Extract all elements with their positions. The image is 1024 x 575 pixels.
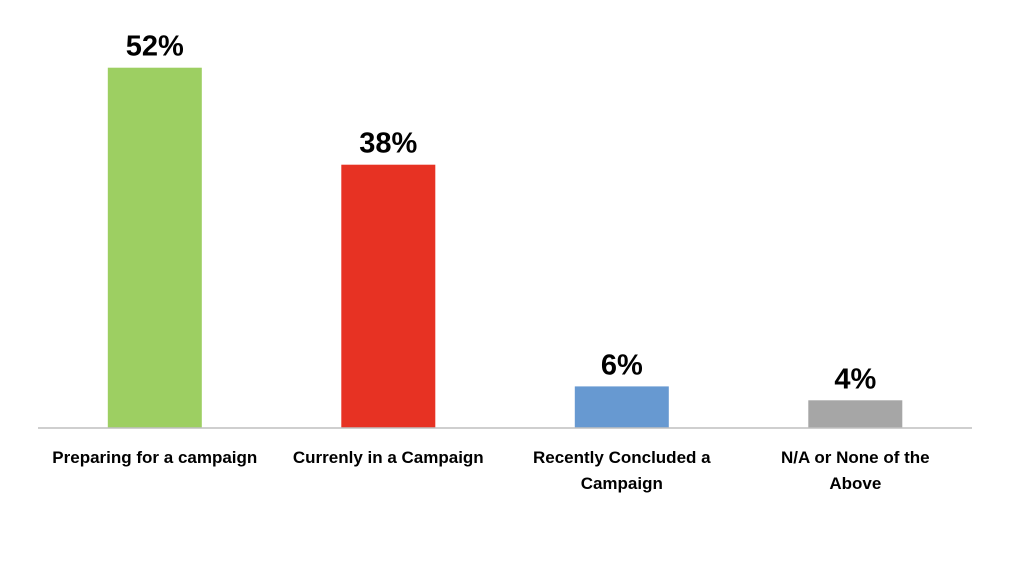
- tick-labels-layer: Preparing for a campaign Currenly in a Ca…: [52, 448, 929, 493]
- category-label-2: Recently Concluded a Campaign: [533, 448, 711, 493]
- bar-2: [574, 386, 669, 428]
- bar-0: [107, 67, 202, 428]
- category-label-0: Preparing for a campaign: [52, 448, 257, 467]
- category-label-line: Currenly in a Campaign: [293, 448, 484, 467]
- category-label-line: Above: [829, 474, 881, 493]
- category-label-line: Preparing for a campaign: [52, 448, 257, 467]
- data-label-1: 38%: [359, 128, 417, 160]
- data-label-2: 6%: [601, 349, 643, 381]
- value-labels-layer: 52% 38% 6% 4%: [126, 31, 877, 396]
- bars-layer: [107, 67, 903, 428]
- data-label-3: 4%: [834, 363, 876, 395]
- category-label-line: Campaign: [581, 474, 663, 493]
- category-label-3: N/A or None of the Above: [781, 448, 930, 493]
- bar-1: [341, 164, 436, 428]
- category-label-line: N/A or None of the: [781, 448, 930, 467]
- category-label-1: Currenly in a Campaign: [293, 448, 484, 467]
- category-label-line: Recently Concluded a: [533, 448, 711, 467]
- data-label-0: 52%: [126, 31, 184, 63]
- bar-3: [808, 400, 903, 428]
